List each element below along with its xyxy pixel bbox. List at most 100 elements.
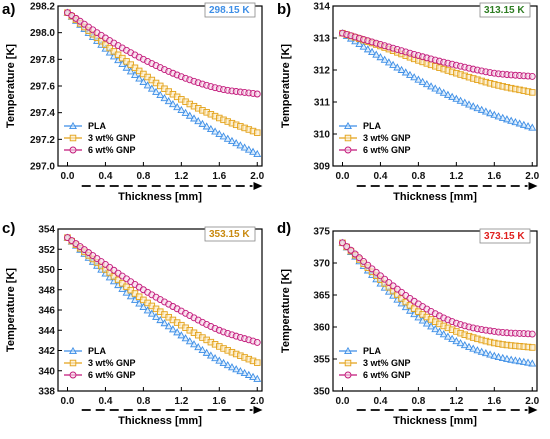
data-point-pla xyxy=(519,357,528,365)
data-point-pla xyxy=(490,110,499,118)
data-point-pla xyxy=(143,306,152,314)
data-point-pla xyxy=(439,330,448,338)
data-point-gnp6 xyxy=(253,338,261,346)
x-tick-label: 0.8 xyxy=(411,396,425,407)
data-point-pla xyxy=(236,141,245,149)
data-point-pla xyxy=(380,55,389,63)
data-point-pla xyxy=(223,361,232,369)
data-point-pla xyxy=(397,65,406,73)
data-point-gnp6 xyxy=(339,239,346,247)
panel-label: d) xyxy=(277,220,291,237)
legend-label: PLA xyxy=(363,346,382,356)
data-point-pla xyxy=(460,340,469,349)
series-pla xyxy=(338,29,537,131)
data-point-gnp3 xyxy=(529,344,536,351)
x-tick-label: 0.4 xyxy=(373,171,387,182)
data-point-pla xyxy=(202,348,211,356)
data-point-pla xyxy=(431,84,440,92)
y-tick-label: 346 xyxy=(38,306,55,317)
data-point-pla xyxy=(147,309,156,317)
data-point-pla xyxy=(244,145,253,153)
chart-a: 297.0 297.2 297.4 297.6 297.8 298.0 298.2 0.0 0.… xyxy=(2,1,265,203)
data-point-pla xyxy=(519,120,528,128)
legend-marker-gnp3 xyxy=(69,359,77,367)
data-point-pla xyxy=(456,96,465,104)
legend-marker-gnp6 xyxy=(69,371,77,379)
data-point-pla xyxy=(418,77,427,85)
data-point-pla xyxy=(410,73,419,81)
data-point-pla xyxy=(414,75,423,83)
data-point-pla xyxy=(253,374,262,382)
data-point-pla xyxy=(152,312,161,320)
panel-b: 309 310 311 312 313 314 0.0 0.4 0.8 1.2 1.6 2.0 PLA 3… xyxy=(275,0,550,219)
data-point-pla xyxy=(249,147,258,155)
data-point-gnp6 xyxy=(528,330,536,338)
data-point-pla xyxy=(240,368,249,377)
legend-marker-gnp6 xyxy=(69,146,77,154)
legend-marker-gnp3 xyxy=(344,134,352,142)
data-point-pla xyxy=(368,47,376,55)
x-tick-label: 0.0 xyxy=(61,171,75,182)
data-point-gnp6 xyxy=(351,250,359,258)
panel-label: a) xyxy=(2,1,15,18)
data-point-gnp6 xyxy=(343,243,351,250)
data-point-pla xyxy=(215,356,224,364)
x-tick-label: 0.8 xyxy=(411,171,425,182)
legend-marker-gnp3 xyxy=(69,134,77,142)
y-tick-label: 370 xyxy=(313,259,330,270)
data-point-pla xyxy=(177,331,186,339)
data-point-gnp3 xyxy=(254,129,261,136)
x-tick-label: 0.8 xyxy=(136,171,150,182)
y-axis-label: Temperature [K] xyxy=(5,268,17,352)
legend-label: 3 wt% GNP xyxy=(363,133,411,143)
series-gnp3 xyxy=(64,234,261,366)
data-point-pla xyxy=(422,319,431,327)
y-tick-label: 365 xyxy=(313,291,330,302)
x-tick-label: 1.2 xyxy=(449,171,463,182)
legend-label: PLA xyxy=(363,121,382,131)
y-tick-label: 344 xyxy=(38,326,55,337)
x-tick-label: 0.0 xyxy=(336,171,350,182)
data-point-pla xyxy=(469,102,478,110)
data-point-pla xyxy=(427,322,436,330)
data-point-pla xyxy=(477,105,486,113)
data-point-gnp3 xyxy=(110,48,118,55)
y-tick-label: 298.2 xyxy=(30,2,55,13)
legend-label: PLA xyxy=(88,121,107,131)
legend-marker-gnp3 xyxy=(344,359,352,367)
y-tick-label: 297.6 xyxy=(30,82,55,93)
x-tick-label: 1.2 xyxy=(174,396,188,407)
data-point-pla xyxy=(126,67,135,75)
legend-label: 3 wt% GNP xyxy=(88,133,136,143)
data-point-pla xyxy=(502,115,511,123)
data-point-pla xyxy=(431,324,440,333)
plot-frame xyxy=(332,5,538,167)
data-point-gnp6 xyxy=(347,246,355,254)
legend-marker-pla xyxy=(69,346,77,355)
data-point-gnp3 xyxy=(127,286,134,294)
data-point-gnp6 xyxy=(364,261,372,269)
data-point-pla xyxy=(232,139,241,147)
data-point-pla xyxy=(460,98,469,106)
x-tick-label: 1.6 xyxy=(212,171,226,182)
data-point-pla xyxy=(473,103,482,112)
y-tick-label: 313 xyxy=(313,34,330,45)
data-point-pla xyxy=(219,132,228,140)
x-tick-label: 2.0 xyxy=(525,171,539,182)
x-tick-label: 1.2 xyxy=(174,171,188,182)
data-point-gnp6 xyxy=(253,90,261,98)
series-gnp6 xyxy=(64,234,261,346)
y-tick-label: 348 xyxy=(38,285,55,296)
legend-label: 6 wt% GNP xyxy=(88,370,136,380)
x-tick-label: 1.6 xyxy=(212,396,226,407)
data-point-pla xyxy=(164,97,173,105)
data-point-pla xyxy=(173,102,182,111)
chart-c: 338 340 342 344 346 348 350 352 354 0.0 0.4 0.8 1.2 1… xyxy=(2,220,265,427)
data-point-pla xyxy=(422,80,431,88)
data-point-pla xyxy=(507,355,516,363)
data-point-pla xyxy=(435,86,444,94)
y-tick-label: 355 xyxy=(313,355,330,366)
data-point-pla xyxy=(384,58,393,66)
temperature-tag-box xyxy=(204,226,256,242)
data-point-pla xyxy=(435,327,444,335)
